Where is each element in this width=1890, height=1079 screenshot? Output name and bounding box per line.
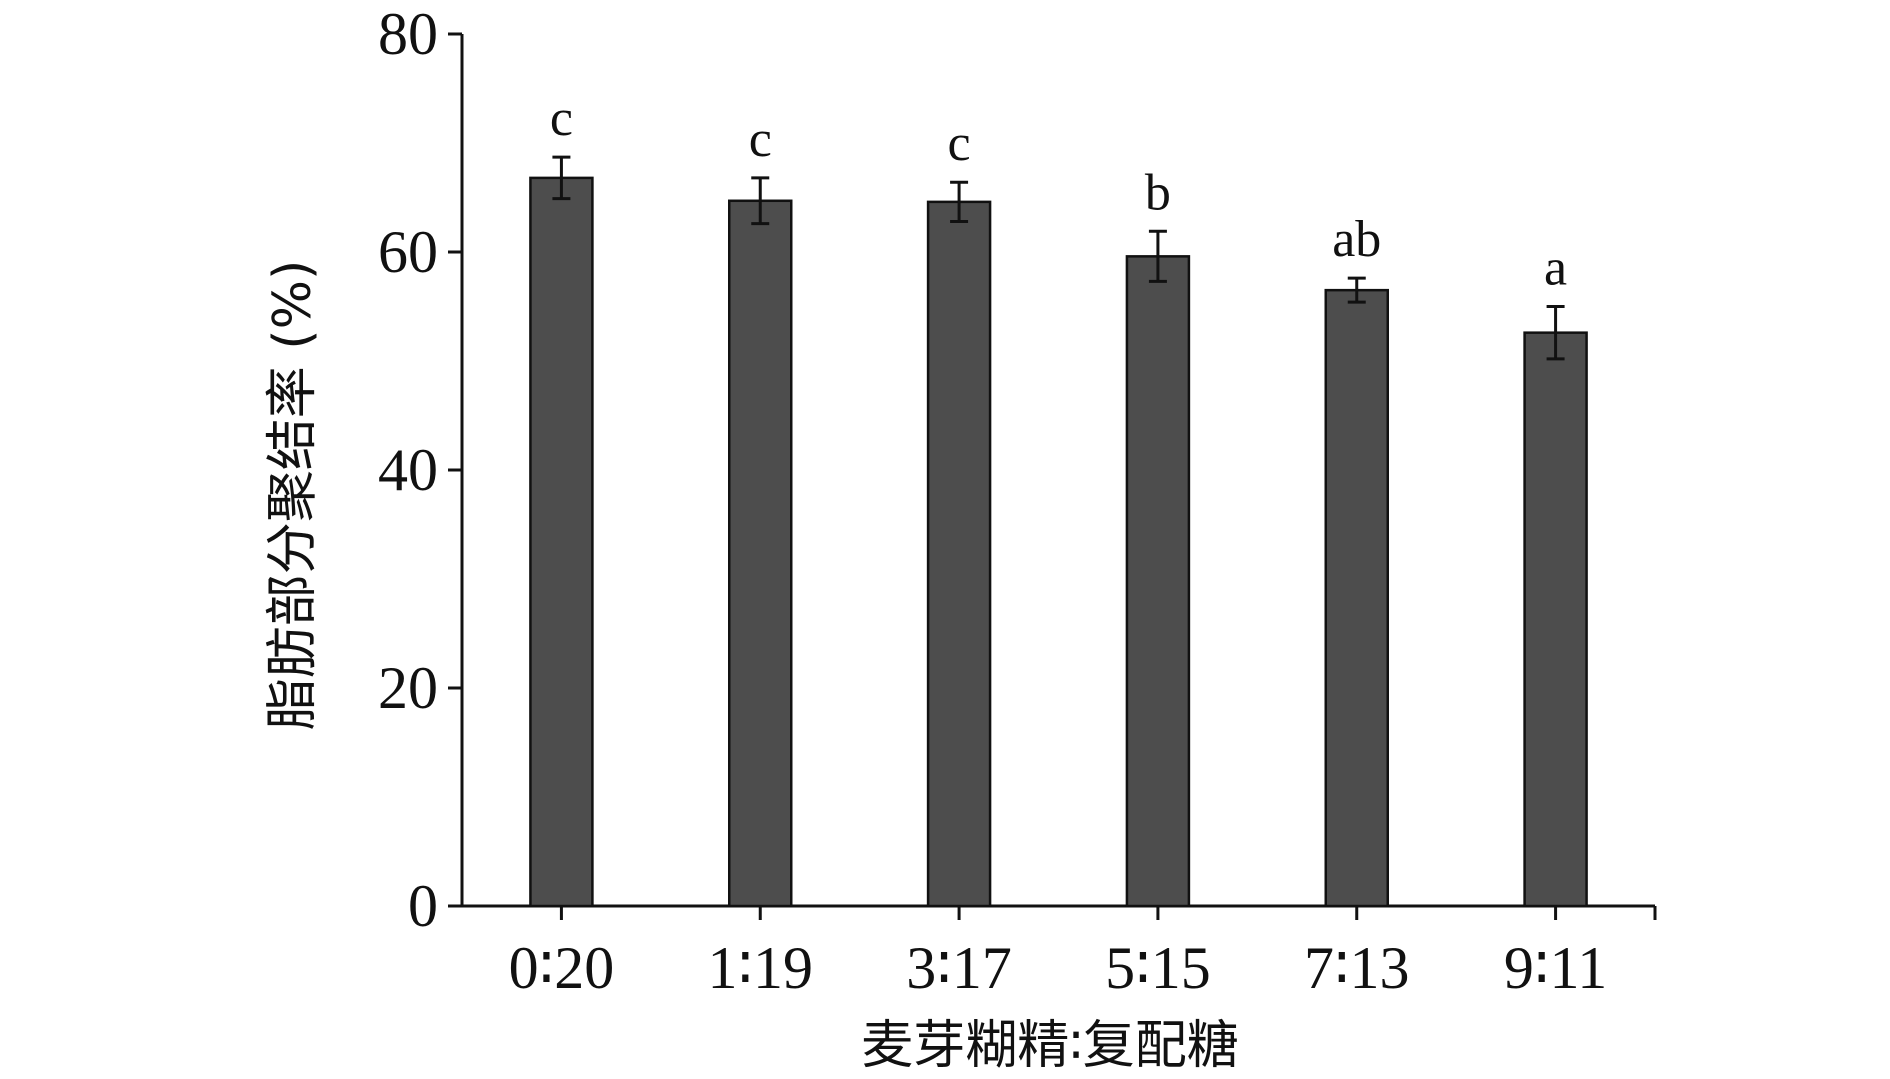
significance-label: c bbox=[948, 115, 971, 172]
significance-labels: c c c b ab a bbox=[550, 90, 1567, 296]
bar bbox=[1125, 255, 1191, 908]
bar bbox=[926, 200, 992, 908]
bars bbox=[529, 176, 1588, 908]
y-tick-label: 80 bbox=[378, 1, 438, 67]
x-axis: 0∶20 1∶19 3∶17 5∶15 7∶13 9∶11 bbox=[462, 904, 1657, 1001]
bar bbox=[728, 199, 793, 908]
y-axis-title: 脂肪部分聚结率 (%) bbox=[263, 260, 323, 731]
x-tick-label: 5∶15 bbox=[1105, 935, 1211, 1001]
significance-label: ab bbox=[1332, 211, 1381, 268]
y-tick-label: 0 bbox=[408, 873, 438, 939]
y-tick-label: 60 bbox=[378, 219, 438, 285]
x-tick-label: 3∶17 bbox=[906, 935, 1012, 1001]
x-tick-label: 7∶13 bbox=[1304, 935, 1410, 1001]
error-bars bbox=[552, 155, 1565, 361]
significance-label: a bbox=[1544, 240, 1567, 297]
y-tick-label: 40 bbox=[378, 437, 438, 503]
x-axis-title: 麦芽糊精∶复配糖 bbox=[861, 1016, 1239, 1076]
y-axis: 0 20 40 60 80 bbox=[378, 1, 464, 939]
significance-label: c bbox=[550, 90, 573, 147]
bar bbox=[1324, 288, 1389, 908]
bar bbox=[1523, 331, 1588, 908]
x-tick-label: 9∶11 bbox=[1504, 935, 1607, 1001]
y-tick-label: 20 bbox=[378, 655, 438, 721]
bar bbox=[529, 176, 594, 908]
x-tick-label: 0∶20 bbox=[509, 935, 615, 1001]
x-tick-label: 1∶19 bbox=[707, 935, 813, 1001]
significance-label: c bbox=[749, 111, 772, 168]
significance-label: b bbox=[1145, 164, 1171, 221]
